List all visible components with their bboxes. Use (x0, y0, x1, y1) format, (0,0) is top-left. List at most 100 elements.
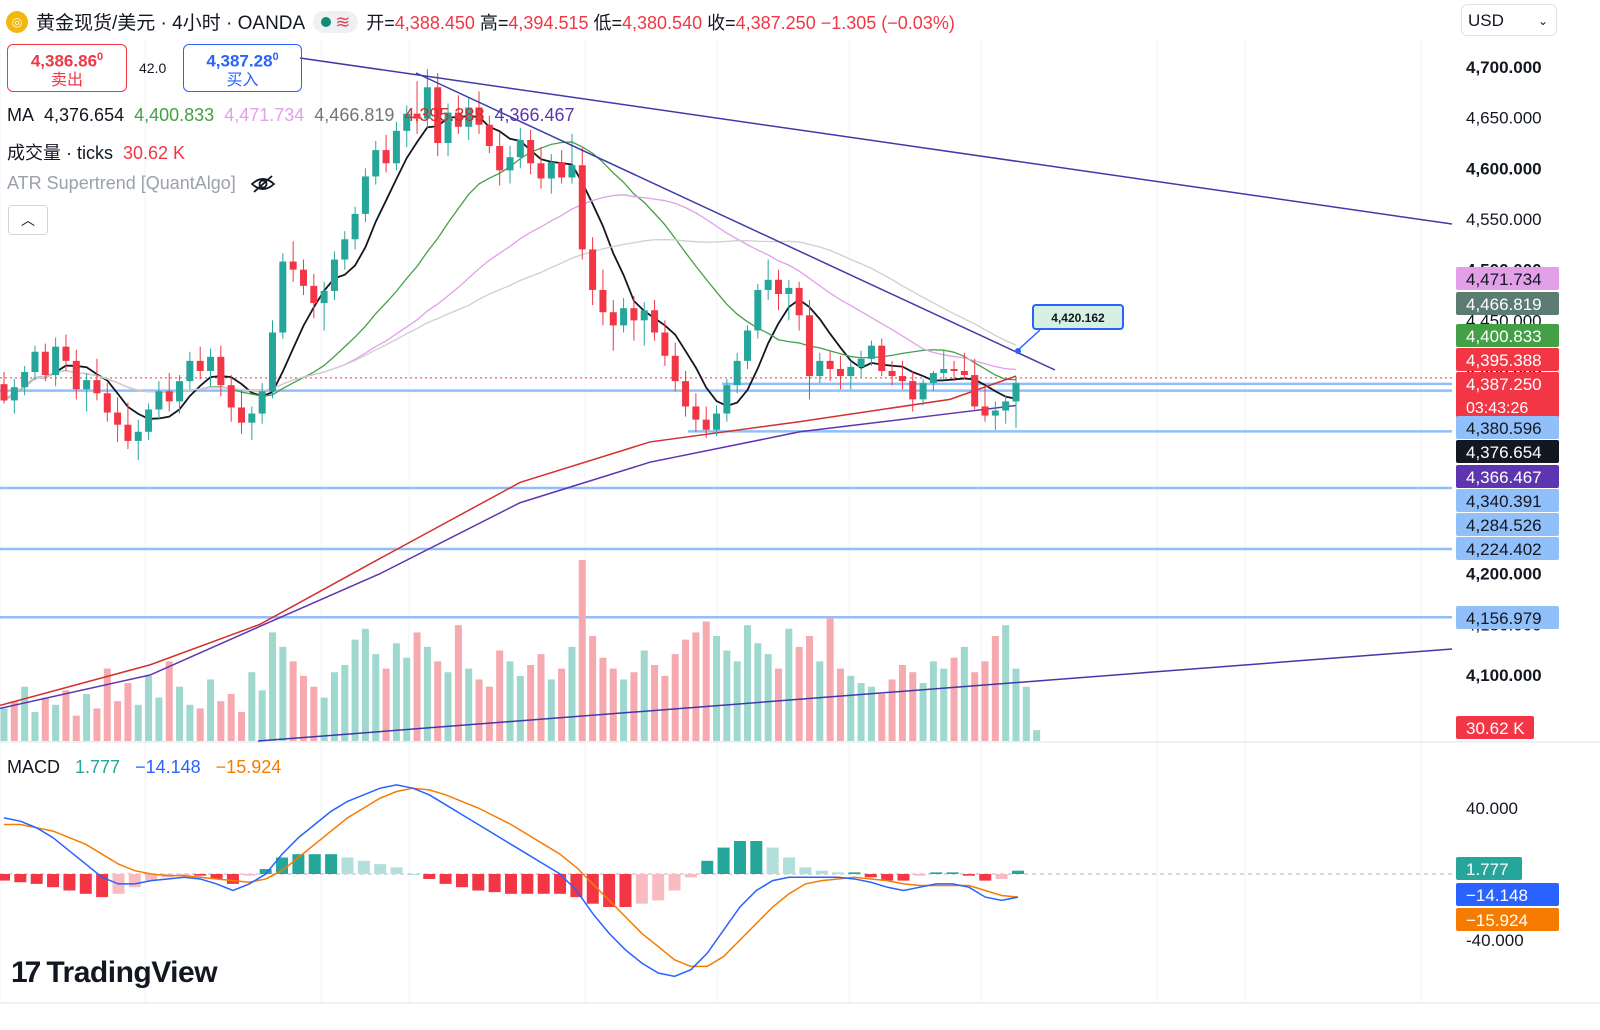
macd-histogram-bar (390, 867, 403, 874)
price-axis-label (1456, 465, 1559, 488)
candle-body (217, 356, 225, 386)
candle-body (392, 130, 400, 164)
candle-body (744, 330, 752, 361)
volume-bar (558, 668, 566, 741)
candle-body (145, 409, 153, 432)
macd-histogram-bar (308, 854, 321, 874)
volume-bar (857, 683, 865, 741)
change-readout: −1.305 (−0.03%) (820, 12, 955, 33)
macd-histogram-bar (717, 847, 730, 874)
market-status-badge[interactable]: ≋ (313, 10, 359, 33)
candle-body (310, 285, 318, 304)
candle-body (805, 315, 813, 377)
volume-bar (651, 664, 659, 741)
volume-bar (640, 650, 648, 741)
candle-body (176, 381, 184, 402)
buy-label: 买入 (226, 71, 259, 89)
volume-bar (155, 697, 163, 741)
candle-body (52, 346, 60, 376)
macd-histogram-bar (0, 874, 10, 881)
volume-bar (589, 636, 597, 741)
candle-body (733, 360, 741, 386)
volume-legend[interactable]: 成交量 · ticks 30.62 K (7, 143, 186, 163)
market-open-icon (321, 16, 332, 27)
candle-body (661, 332, 669, 356)
volume-bar (713, 636, 721, 741)
moving-average-line (0, 375, 1017, 707)
candle-body (909, 381, 917, 400)
macd-histogram-bar (374, 864, 387, 874)
macd-legend[interactable]: MACD 1.777 −14.148 −15.924 (7, 757, 282, 777)
candle-body (506, 157, 514, 171)
gold-symbol-icon: ◎ (6, 10, 28, 33)
volume-bar (423, 646, 431, 741)
volume-bar (826, 617, 834, 741)
macd-histogram-bar (668, 874, 681, 891)
hidden-eye-icon[interactable] (250, 174, 276, 194)
atr-legend[interactable]: ATR Supertrend [QuantAlgo] (7, 173, 276, 194)
ma-value-5: 4,395.388 (404, 105, 485, 125)
volume-bar (310, 686, 318, 741)
volume-bar (165, 661, 173, 741)
chevron-up-icon: ︿ (21, 212, 35, 228)
macd-histogram-bar (783, 857, 796, 874)
candle-body (1012, 383, 1020, 402)
volume-bar (279, 646, 287, 741)
macd-histogram-bar (962, 874, 975, 876)
currency-select[interactable]: USD ⌄ (1461, 4, 1557, 36)
candle-body (289, 261, 297, 270)
macd-histogram-bar (979, 874, 992, 881)
candle-body (341, 239, 349, 260)
price-axis-label-text: 4,284.526 (1466, 516, 1542, 535)
macd-histogram-bar (537, 874, 550, 894)
macd-histogram-bar (1012, 870, 1024, 874)
macd-histogram-bar (455, 874, 468, 888)
price-axis-tick: 4,650.000 (1466, 109, 1542, 128)
candle-body (950, 368, 958, 371)
macd-histogram-bar (243, 874, 256, 876)
volume-bar (785, 628, 793, 741)
macd-histogram-bar (439, 874, 452, 884)
moving-average-line (3, 115, 1017, 420)
macd-histogram-bar (930, 872, 943, 874)
macd-axis-tick: 40.000 (1466, 799, 1518, 818)
macd-axis-label-text: −14.148 (1466, 886, 1528, 905)
ma-value-1: 4,376.654 (44, 105, 125, 125)
symbol-title[interactable]: 黄金现货/美元 · 4小时 · OANDA (36, 13, 306, 34)
macd-histogram-bar (848, 872, 861, 874)
price-axis-label (1456, 716, 1534, 739)
candle-body (361, 176, 369, 214)
ma-legend[interactable]: MA 4,376.654 4,400.833 4,471.734 4,466.8… (7, 105, 575, 125)
candle-body (413, 113, 421, 119)
price-axis-label (1456, 267, 1559, 290)
macd-histogram-bar (995, 874, 1008, 879)
volume-bar (847, 675, 855, 741)
volume-bar (496, 650, 504, 741)
candle-body (599, 289, 607, 313)
candle-body (785, 287, 793, 294)
candle-body (268, 332, 276, 392)
macd-histogram-bar (145, 874, 158, 881)
volume-bar (878, 693, 886, 741)
candle-body (940, 368, 948, 374)
candle-body (589, 249, 597, 290)
collapse-legend-button[interactable]: ︿ (8, 205, 48, 235)
price-callout[interactable]: 4,420.162 (1032, 304, 1124, 330)
volume-bar (454, 625, 462, 741)
buy-button[interactable]: 4,387.280 买入 (183, 44, 302, 92)
candle-body (238, 407, 246, 423)
volume-bar (176, 686, 184, 741)
candle-body (527, 139, 535, 164)
volume-bar (475, 679, 483, 741)
sell-button[interactable]: 4,386.860 卖出 (7, 44, 127, 92)
candle-body (516, 139, 524, 158)
candle-body (929, 373, 937, 384)
volume-bar (186, 704, 194, 741)
macd-axis-label (1456, 883, 1559, 906)
macd-histogram-bar (652, 874, 665, 901)
candle-body (867, 345, 875, 359)
candle-body (702, 419, 710, 430)
price-axis-tick: 4,550.000 (1466, 210, 1542, 229)
volume-bar (72, 715, 80, 741)
